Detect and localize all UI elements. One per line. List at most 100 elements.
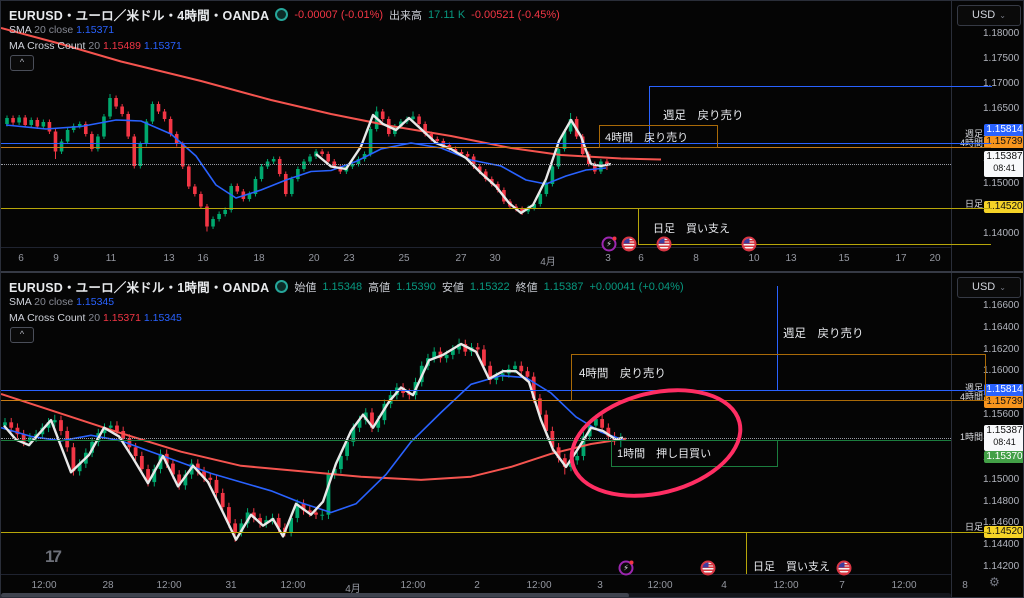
scrollbar-thumb[interactable] bbox=[1, 593, 629, 597]
economic-event-icon[interactable]: ⚡ bbox=[618, 560, 634, 576]
weekly-sell-note[interactable]: 週足 戻り売り bbox=[663, 110, 744, 122]
prev-close-line[interactable] bbox=[1, 440, 951, 441]
daily-support-line[interactable] bbox=[1, 532, 991, 533]
candle-body bbox=[426, 358, 430, 366]
price-badge: 1.15814 bbox=[984, 384, 1023, 396]
daily-support-box-edge bbox=[638, 208, 639, 244]
candle-body bbox=[114, 98, 118, 107]
candle-body bbox=[370, 412, 374, 428]
horizontal-scrollbar[interactable] bbox=[1, 593, 951, 597]
level-name-label: 4時間 bbox=[959, 392, 983, 402]
candle-body bbox=[326, 474, 331, 515]
daily-support-box-bottom bbox=[638, 244, 991, 245]
volume-label: 出来高 bbox=[389, 9, 423, 22]
sma-indicator-row-4h[interactable]: SMA 20 close 1.15371 bbox=[9, 24, 114, 36]
chart-pane-4h: EURUSD・ユーロ／米ドル・4時間・OANDA -0.00007 (-0.01… bbox=[1, 1, 1023, 273]
h4-resistance-line[interactable] bbox=[1, 147, 991, 148]
candle-body bbox=[162, 111, 167, 119]
time-tick-label: 12:00 bbox=[773, 580, 799, 591]
price-tick-label: 1.15000 bbox=[983, 474, 1020, 485]
symbol-title-4h[interactable]: EURUSD・ユーロ／米ドル・4時間・OANDA bbox=[9, 9, 270, 23]
level-name-label: 日足 bbox=[964, 199, 983, 209]
candle-body bbox=[193, 186, 197, 194]
candle-body bbox=[220, 492, 225, 508]
candle-body bbox=[47, 122, 52, 132]
long-ma-red-line bbox=[1, 393, 627, 481]
sma20-blue-line bbox=[1, 374, 624, 514]
us-flag-event-icon[interactable] bbox=[700, 560, 716, 576]
candle-body bbox=[295, 503, 300, 518]
macc-value-1: 1.15371 bbox=[102, 312, 141, 324]
chart-legend-4h[interactable]: EURUSD・ユーロ／米ドル・4時間・OANDA -0.00007 (-0.01… bbox=[9, 5, 560, 24]
chart-legend-1h[interactable]: EURUSD・ユーロ／米ドル・1時間・OANDA 始値 1.15348 高値 1… bbox=[9, 277, 684, 296]
price-tick-label: 1.16200 bbox=[983, 344, 1020, 355]
economic-event-icon[interactable]: ⚡ bbox=[601, 236, 617, 252]
us-flag-event-icon[interactable] bbox=[741, 236, 757, 252]
h4-sell-note[interactable]: 4時間 戻り売り bbox=[605, 132, 689, 144]
candle-body bbox=[115, 425, 119, 431]
candle-body bbox=[314, 512, 318, 515]
time-tick-label: 10 bbox=[748, 253, 760, 264]
sma-name: SMA bbox=[9, 296, 32, 308]
weekly-sell-note[interactable]: 週足 戻り売り bbox=[783, 328, 864, 340]
price-tick-label: 1.16000 bbox=[983, 365, 1020, 376]
time-tick-label: 20 bbox=[308, 253, 320, 264]
us-flag-event-icon[interactable] bbox=[621, 236, 637, 252]
daily-support-line[interactable] bbox=[1, 208, 991, 209]
currency-selector-4h[interactable]: USD ⌄ bbox=[957, 5, 1021, 26]
timezone-settings-gear-icon[interactable]: ⚙ bbox=[989, 575, 1000, 589]
candle-body bbox=[52, 420, 57, 423]
symbol-title-1h[interactable]: EURUSD・ユーロ／米ドル・1時間・OANDA bbox=[9, 281, 270, 295]
time-tick-label: 28 bbox=[102, 580, 114, 591]
level-name-label: 週足 bbox=[964, 383, 983, 393]
candle-body bbox=[258, 517, 262, 524]
candle-body bbox=[214, 479, 219, 493]
tradingview-logo[interactable]: 17 bbox=[45, 547, 62, 566]
price-tick-label: 1.14200 bbox=[983, 561, 1020, 572]
level-name-label: 日足 bbox=[964, 522, 983, 532]
us-flag-event-icon[interactable] bbox=[836, 560, 852, 576]
candle-body bbox=[120, 106, 124, 114]
currency-selector-1h[interactable]: USD ⌄ bbox=[957, 277, 1021, 298]
collapse-indicators-button-1h[interactable]: ^ bbox=[10, 327, 34, 343]
time-tick-label: 12:00 bbox=[891, 580, 917, 591]
price-scale-border[interactable] bbox=[951, 273, 952, 597]
time-tick-label: 12:00 bbox=[156, 580, 182, 591]
currency-label: USD bbox=[972, 281, 996, 293]
candle-body bbox=[108, 98, 112, 117]
collapse-indicators-button-4h[interactable]: ^ bbox=[10, 55, 34, 71]
candle-body bbox=[368, 129, 373, 154]
sma-name: SMA bbox=[9, 24, 32, 36]
candle-body bbox=[453, 149, 458, 152]
ma-cross-indicator-row-4h[interactable]: MA Cross Count 20 1.15489 1.15371 bbox=[9, 40, 182, 52]
chevron-down-icon: ⌄ bbox=[999, 283, 1006, 292]
h4-sell-note[interactable]: 4時間 戻り売り bbox=[579, 368, 666, 380]
sma-value: 1.15371 bbox=[76, 24, 115, 36]
time-tick-label: 30 bbox=[489, 253, 501, 264]
candle-body bbox=[283, 174, 288, 194]
sma20-blue-line bbox=[5, 119, 607, 199]
us-flag-event-icon[interactable] bbox=[656, 236, 672, 252]
weekly-sell-zone-edge bbox=[777, 286, 778, 390]
candle-body bbox=[593, 164, 597, 172]
candle-body bbox=[363, 412, 368, 421]
macc-name: MA Cross Count bbox=[9, 40, 86, 52]
ma-cross-indicator-row-1h[interactable]: MA Cross Count 20 1.15371 1.15345 bbox=[9, 312, 182, 324]
candle-body bbox=[332, 469, 337, 475]
candle-body bbox=[290, 179, 294, 194]
candle-body bbox=[17, 117, 21, 123]
price-scale-border[interactable] bbox=[951, 1, 952, 271]
price-tick-label: 1.16500 bbox=[983, 103, 1020, 114]
sma-indicator-row-1h[interactable]: SMA 20 close 1.15345 bbox=[9, 296, 114, 308]
candle-body bbox=[77, 124, 82, 126]
daily-support-note[interactable]: 日足 買い支え bbox=[653, 223, 730, 235]
candle-body bbox=[83, 124, 88, 134]
close-value: 1.15387 bbox=[543, 280, 584, 293]
candle-body bbox=[264, 520, 269, 524]
candle-body bbox=[90, 441, 94, 453]
h1-buy-note[interactable]: 1時間 押し目買い bbox=[617, 448, 712, 460]
market-status-icon bbox=[275, 8, 289, 21]
price-change-1h: +0.00041 (+0.04%) bbox=[589, 280, 684, 293]
daily-support-note[interactable]: 日足 買い支え bbox=[753, 561, 830, 573]
candle-body bbox=[126, 114, 130, 137]
